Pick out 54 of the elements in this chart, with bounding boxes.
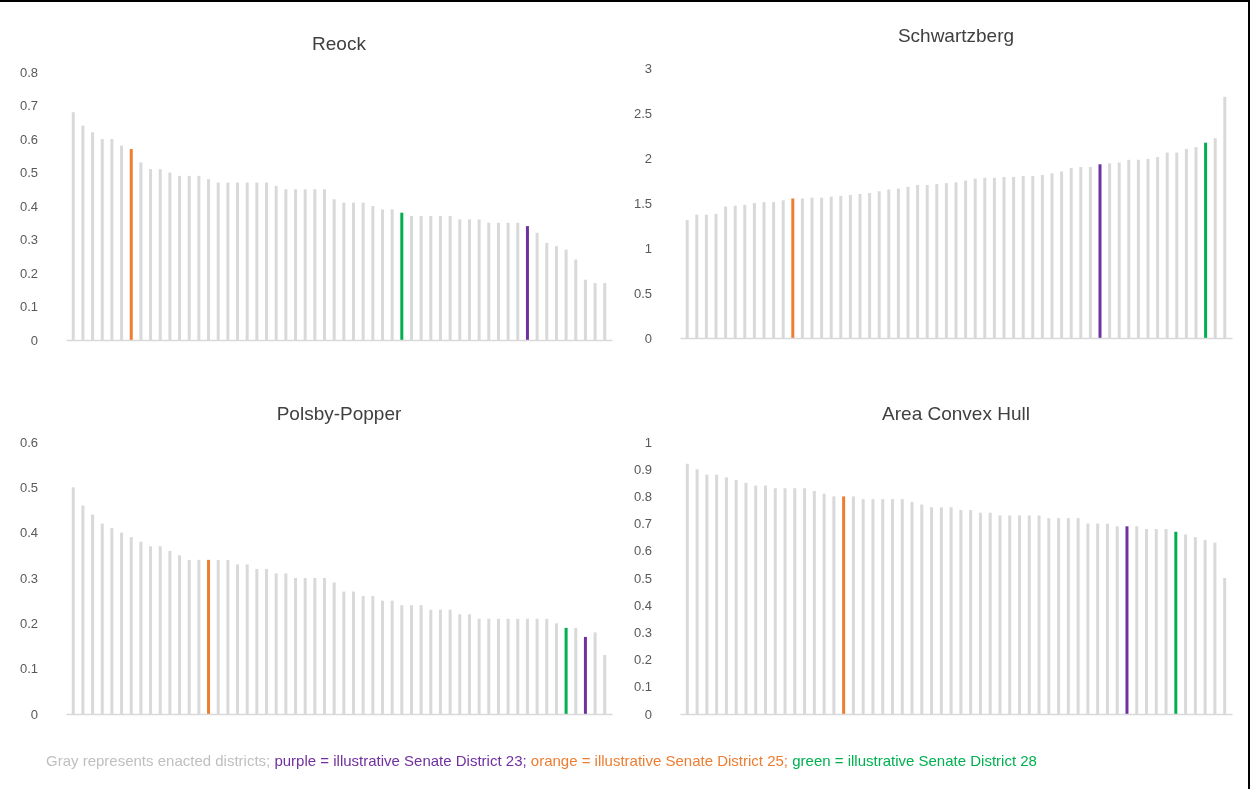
text: green = illustrative Senate District 28 [791,752,1037,769]
bar [1125,526,1129,714]
bar [525,226,529,340]
y-tick-label: 0.5 [19,165,38,181]
bar [129,149,133,340]
y-tick-label: 0.7 [633,516,652,532]
y-tick-label: 0.4 [633,597,652,613]
y-tick-label: 0.7 [19,98,38,114]
y-tick-label: 2.5 [633,105,652,121]
bar [583,636,587,714]
y-tick-label: 0 [644,706,652,722]
y-tick-label: 1.5 [633,195,652,211]
bar [1204,142,1208,338]
y-tick-label: 0.6 [633,543,652,559]
y-tick-label: 0 [30,332,38,348]
y-tick-label: 2 [644,150,652,166]
y-tick-label: 0.1 [19,299,38,315]
chart-title: Polsby-Popper [276,403,402,424]
y-tick-label: 0 [644,330,652,346]
y-tick-label: 0.3 [19,232,38,248]
bar [207,559,211,714]
bar [564,627,568,714]
y-tick-label: 0.1 [19,661,38,677]
y-tick-label: 0.2 [19,265,38,281]
y-tick-label: 0 [30,706,38,722]
y-tick-label: 0.5 [633,285,652,301]
y-tick-label: 3 [644,60,652,76]
y-tick-label: 0.5 [633,570,652,586]
chart-title: Schwartzberg [897,25,1015,46]
y-tick-label: 0.3 [633,625,652,641]
y-tick-label: 0.8 [633,489,652,505]
bar [791,198,795,338]
bar [400,212,404,340]
chart-title: Area Convex Hull [882,403,1030,424]
bar [1174,531,1178,714]
y-tick-label: 0.4 [19,525,38,541]
y-tick-label: 0.5 [19,479,38,495]
y-tick-label: 0.2 [19,615,38,631]
bar [1098,164,1102,338]
y-tick-label: 0.9 [633,461,652,477]
text: purple = illustrative Senate District 23; [273,752,527,769]
y-tick-label: 0.3 [19,570,38,586]
y-tick-label: 1 [644,434,652,450]
y-tick-label: 1 [644,240,652,256]
bar [842,496,846,714]
y-tick-label: 0.4 [19,198,38,214]
y-tick-label: 0.6 [19,434,38,450]
y-tick-label: 0.8 [19,64,38,80]
chart-title: Reock [312,33,367,54]
y-tick-label: 0.1 [633,679,652,695]
y-tick-label: 0.2 [633,652,652,668]
y-tick-label: 0.6 [19,131,38,147]
text: Gray represents enacted districts; [46,752,271,769]
text: orange = illustrative Senate District 25; [529,752,789,769]
